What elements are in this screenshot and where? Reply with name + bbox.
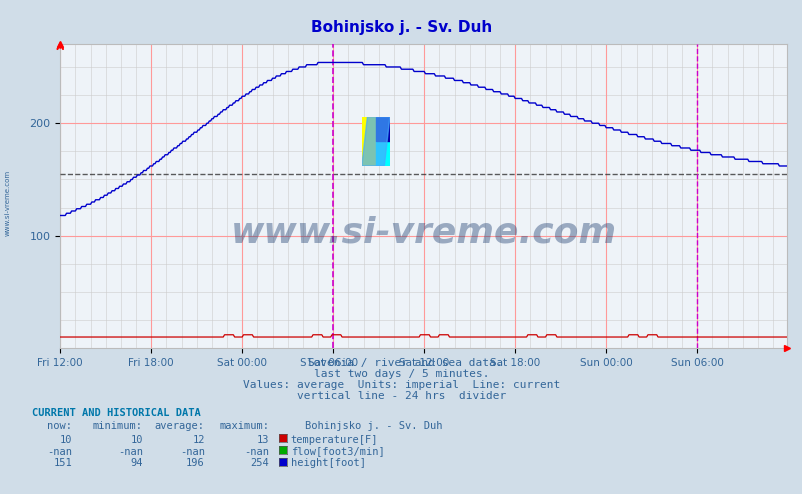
Text: 10: 10: [59, 435, 72, 445]
Text: Bohinjsko j. - Sv. Duh: Bohinjsko j. - Sv. Duh: [310, 20, 492, 35]
Text: average:: average:: [155, 421, 205, 431]
Text: vertical line - 24 hrs  divider: vertical line - 24 hrs divider: [297, 391, 505, 401]
Text: maximum:: maximum:: [219, 421, 269, 431]
Text: 10: 10: [130, 435, 143, 445]
Text: flow[foot3/min]: flow[foot3/min]: [290, 447, 384, 456]
Text: Slovenia / river and sea data.: Slovenia / river and sea data.: [300, 358, 502, 368]
Polygon shape: [362, 117, 390, 166]
Text: height[foot]: height[foot]: [290, 458, 365, 468]
Bar: [375, 117, 390, 141]
Text: -nan: -nan: [180, 447, 205, 456]
Text: 254: 254: [250, 458, 269, 468]
Text: 151: 151: [54, 458, 72, 468]
Text: temperature[F]: temperature[F]: [290, 435, 378, 445]
Text: 94: 94: [130, 458, 143, 468]
Text: now:: now:: [47, 421, 72, 431]
Text: 196: 196: [186, 458, 205, 468]
Text: 13: 13: [256, 435, 269, 445]
Text: -nan: -nan: [47, 447, 72, 456]
Text: Bohinjsko j. - Sv. Duh: Bohinjsko j. - Sv. Duh: [305, 421, 442, 431]
Text: CURRENT AND HISTORICAL DATA: CURRENT AND HISTORICAL DATA: [32, 408, 200, 417]
Text: -nan: -nan: [244, 447, 269, 456]
Text: -nan: -nan: [118, 447, 143, 456]
Text: Values: average  Units: imperial  Line: current: Values: average Units: imperial Line: cu…: [242, 380, 560, 390]
Bar: [362, 117, 375, 166]
Text: www.si-vreme.com: www.si-vreme.com: [230, 216, 616, 250]
Bar: [375, 141, 390, 166]
Text: minimum:: minimum:: [93, 421, 143, 431]
Text: www.si-vreme.com: www.si-vreme.com: [5, 169, 10, 236]
Text: last two days / 5 minutes.: last two days / 5 minutes.: [314, 369, 488, 379]
Text: 12: 12: [192, 435, 205, 445]
